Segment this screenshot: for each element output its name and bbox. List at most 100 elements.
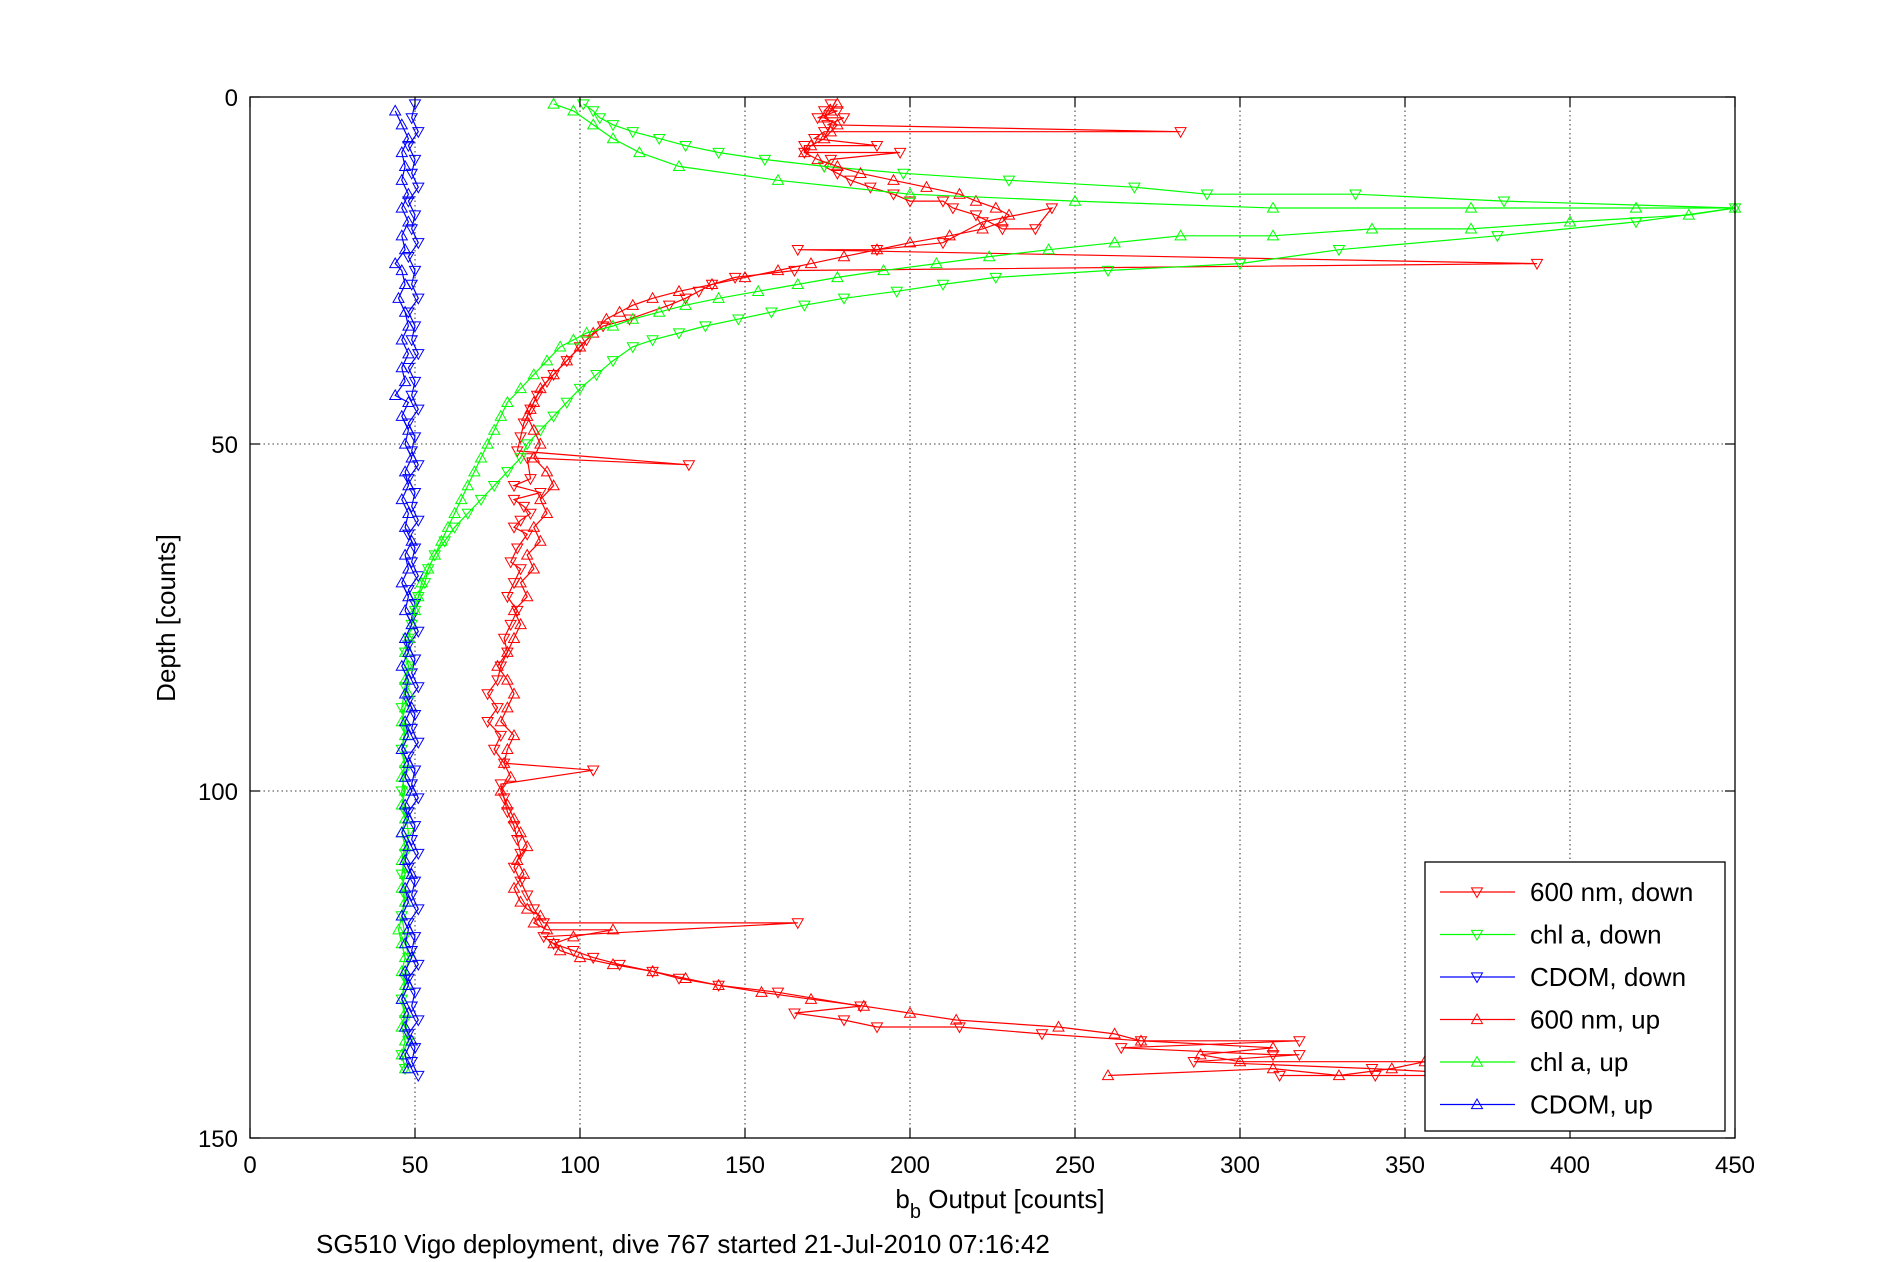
data-point [1464, 201, 1478, 213]
data-point [580, 335, 593, 347]
data-point [1365, 1063, 1379, 1076]
series-600-nm-up [491, 97, 1432, 1081]
data-point [405, 617, 419, 630]
data-point [1273, 1070, 1286, 1083]
data-point [402, 562, 415, 574]
data-point [402, 756, 415, 768]
data-point [514, 576, 527, 588]
data-point [441, 520, 455, 532]
data-point [751, 284, 765, 296]
data-point [1293, 1036, 1306, 1048]
data-point [560, 397, 574, 409]
data-point [411, 793, 425, 805]
data-point [791, 918, 805, 930]
data-point [527, 562, 541, 574]
data-point [481, 437, 494, 449]
data-point [398, 867, 412, 879]
data-point [527, 395, 541, 407]
data-point [517, 501, 531, 513]
data-point [524, 404, 537, 416]
data-point [1002, 208, 1016, 220]
x-tick-label: 0 [243, 1152, 256, 1179]
data-point [507, 728, 521, 741]
data-point [411, 293, 425, 305]
data-point [408, 265, 422, 278]
data-point [864, 182, 877, 194]
data-point [411, 127, 425, 139]
data-point [534, 909, 547, 921]
data-point [837, 113, 851, 125]
data-point [402, 728, 415, 741]
data-point [520, 529, 534, 541]
data-point [395, 361, 409, 373]
data-point [1629, 201, 1643, 213]
legend-swatch-marker [1470, 887, 1484, 899]
data-point [662, 300, 676, 312]
data-point [411, 959, 425, 972]
data-point [411, 182, 425, 194]
data-point [520, 890, 534, 902]
data-point [870, 140, 884, 153]
data-point [497, 633, 511, 645]
data-point [395, 146, 409, 158]
data-point [398, 937, 412, 949]
data-point [930, 257, 943, 269]
data-point [402, 895, 415, 907]
data-point [474, 451, 488, 463]
data-point [405, 723, 419, 736]
data-point [405, 1034, 419, 1046]
data-point [405, 1057, 419, 1069]
data-point [897, 168, 910, 180]
data-point [887, 173, 900, 185]
data-point [560, 354, 574, 366]
data-point [398, 375, 412, 387]
data-point [474, 494, 488, 507]
data-point [989, 201, 1003, 213]
data-point [798, 147, 811, 160]
data-point [411, 1015, 425, 1027]
data-point [524, 402, 537, 414]
data-point [732, 314, 745, 326]
data-point [398, 723, 412, 736]
data-point [857, 999, 871, 1011]
data-point [870, 1022, 884, 1034]
data-point [976, 222, 989, 234]
data-point [1464, 222, 1478, 234]
data-point [494, 715, 508, 727]
data-point [402, 923, 415, 935]
data-point [1045, 203, 1059, 215]
data-point [567, 930, 580, 942]
data-point [527, 916, 541, 928]
data-point [395, 659, 409, 671]
data-point [626, 342, 640, 354]
data-point [817, 132, 831, 144]
data-point [395, 1050, 409, 1062]
data-point [1233, 1055, 1247, 1067]
plot-frame [249, 96, 1736, 1139]
data-point [398, 437, 412, 449]
chart-caption: SG510 Vigo deployment, dive 767 started … [316, 1229, 1050, 1259]
data-point [573, 383, 587, 395]
data-point [408, 487, 422, 500]
data-point [507, 862, 521, 874]
data-point [408, 543, 422, 555]
data-point [517, 867, 531, 879]
data-point [586, 765, 600, 777]
data-point [1174, 229, 1187, 241]
data-point [771, 263, 785, 276]
data-point [870, 243, 884, 255]
data-point [398, 715, 412, 727]
data-point [547, 939, 560, 951]
data-point [402, 140, 415, 153]
data-point [547, 937, 560, 949]
axis-ticks: 0 50 100 150 200 250 300 350 400 450 0 50 100 150 [198, 85, 1755, 1179]
data-point [408, 432, 422, 444]
data-point [893, 147, 907, 160]
data-point [672, 284, 686, 296]
data-point [487, 744, 501, 756]
data-point [504, 770, 518, 782]
legend: 600 nm, down chl a, down CDOM, down 600 nm,… [1424, 861, 1726, 1132]
data-point [1068, 194, 1082, 206]
x-axis-label-subscript: b [910, 1201, 921, 1223]
data-point [501, 647, 514, 659]
